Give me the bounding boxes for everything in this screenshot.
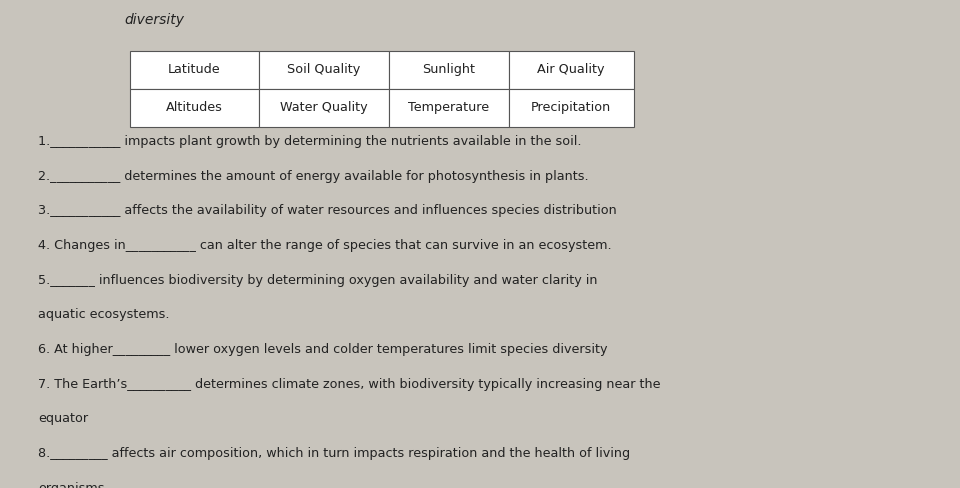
Text: Temperature: Temperature xyxy=(408,101,490,114)
Text: 4. Changes in___________ can alter the range of species that can survive in an e: 4. Changes in___________ can alter the r… xyxy=(38,239,612,252)
Text: 8._________ affects air composition, which in turn impacts respiration and the h: 8._________ affects air composition, whi… xyxy=(38,447,631,460)
Bar xyxy=(259,89,389,127)
Bar xyxy=(130,51,259,89)
Text: 7. The Earth’s__________ determines climate zones, with biodiversity typically i: 7. The Earth’s__________ determines clim… xyxy=(38,378,660,390)
Text: 2.___________ determines the amount of energy available for photosynthesis in pl: 2.___________ determines the amount of e… xyxy=(38,170,589,183)
Text: Altitudes: Altitudes xyxy=(166,101,223,114)
Bar xyxy=(389,51,509,89)
Text: organisms: organisms xyxy=(38,482,105,488)
Text: aquatic ecosystems.: aquatic ecosystems. xyxy=(38,308,170,321)
Text: Latitude: Latitude xyxy=(168,63,221,76)
Bar xyxy=(389,89,509,127)
Text: Soil Quality: Soil Quality xyxy=(287,63,361,76)
Text: Air Quality: Air Quality xyxy=(538,63,605,76)
Text: 3.___________ affects the availability of water resources and influences species: 3.___________ affects the availability o… xyxy=(38,204,617,218)
Text: 5._______ influences biodiversity by determining oxygen availability and water c: 5._______ influences biodiversity by det… xyxy=(38,274,598,287)
Bar xyxy=(509,51,634,89)
Bar xyxy=(130,89,259,127)
Text: diversity: diversity xyxy=(125,13,184,27)
Bar xyxy=(509,89,634,127)
Text: 6. At higher_________ lower oxygen levels and colder temperatures limit species : 6. At higher_________ lower oxygen level… xyxy=(38,343,608,356)
Bar xyxy=(259,51,389,89)
Text: Water Quality: Water Quality xyxy=(280,101,368,114)
Text: equator: equator xyxy=(38,412,88,425)
Text: Sunlight: Sunlight xyxy=(422,63,475,76)
Text: 1.___________ impacts plant growth by determining the nutrients available in the: 1.___________ impacts plant growth by de… xyxy=(38,135,582,148)
Text: Precipitation: Precipitation xyxy=(531,101,612,114)
